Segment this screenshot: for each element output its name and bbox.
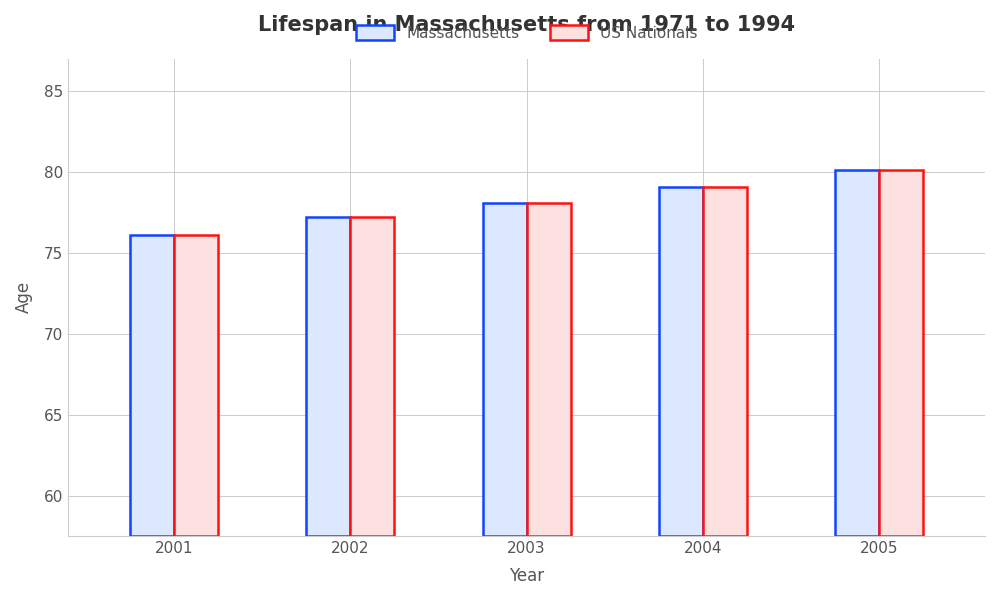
Legend: Massachusetts, US Nationals: Massachusetts, US Nationals	[350, 19, 704, 47]
Bar	[659, 187, 703, 536]
Y-axis label: Age: Age	[15, 281, 33, 313]
X-axis label: Year: Year	[509, 567, 544, 585]
Bar	[483, 203, 527, 536]
Bar	[835, 170, 879, 536]
Bar	[350, 217, 394, 536]
Bar	[527, 203, 571, 536]
Bar	[306, 217, 350, 536]
Bar	[879, 170, 923, 536]
Bar	[130, 235, 174, 536]
Bar	[703, 187, 747, 536]
Title: Lifespan in Massachusetts from 1971 to 1994: Lifespan in Massachusetts from 1971 to 1…	[258, 15, 795, 35]
Bar	[174, 235, 218, 536]
